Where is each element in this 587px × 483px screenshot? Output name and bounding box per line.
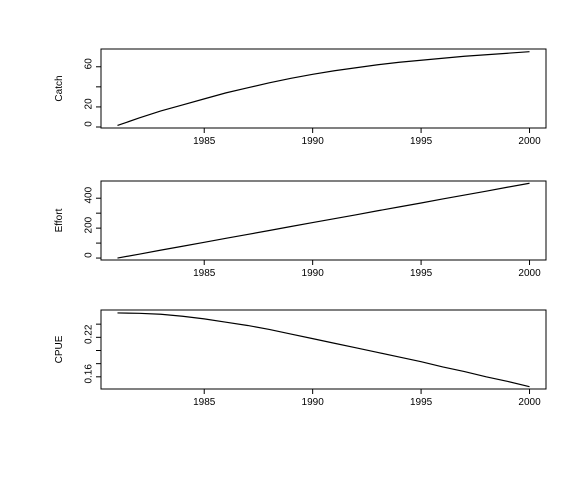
x-tick-label: 1995 <box>410 268 433 279</box>
x-tick-label: 2000 <box>518 136 541 147</box>
x-tick-label: 1990 <box>302 397 325 408</box>
x-tick-label: 1985 <box>193 136 216 147</box>
y-tick-label: 0.16 <box>84 364 95 384</box>
x-tick-label: 1990 <box>302 136 325 147</box>
x-tick-label: 1995 <box>410 397 433 408</box>
y-tick-label: 20 <box>84 98 95 110</box>
plot-box <box>100 309 547 390</box>
plot-box <box>100 48 547 129</box>
y-tick-label: 200 <box>84 216 95 233</box>
x-tick-label: 2000 <box>518 397 541 408</box>
y-tick-label: 400 <box>84 186 95 203</box>
x-tick-label: 1985 <box>193 268 216 279</box>
x-tick-label: 1990 <box>302 268 325 279</box>
y-tick-label: 0 <box>84 121 95 127</box>
x-tick-label: 2000 <box>518 268 541 279</box>
y-axis-label: Effort <box>54 208 65 232</box>
y-tick-label: 0.22 <box>84 324 95 344</box>
y-axis-label: Catch <box>54 75 65 101</box>
x-tick-label: 1995 <box>410 136 433 147</box>
data-line <box>117 182 530 259</box>
y-tick-label: 0 <box>84 252 95 258</box>
data-line <box>117 51 530 127</box>
y-tick-label: 60 <box>84 58 95 70</box>
x-tick-label: 1985 <box>193 397 216 408</box>
data-line <box>117 312 530 388</box>
y-axis-label: CPUE <box>54 335 65 363</box>
